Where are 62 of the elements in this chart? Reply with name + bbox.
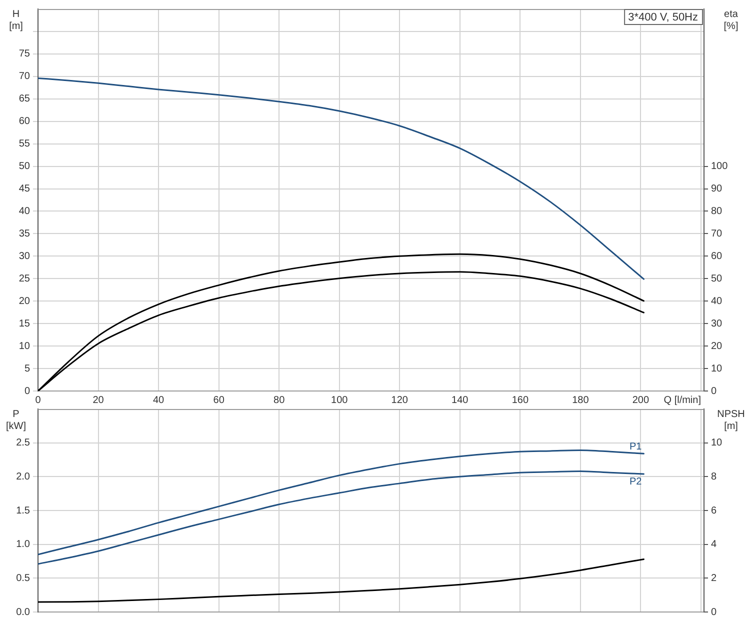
y-tick-label: 35 <box>18 228 30 240</box>
x-tick-label: 120 <box>391 394 408 406</box>
x-tick-label: 200 <box>632 394 650 406</box>
y-tick-label: 0 <box>24 386 30 397</box>
y2-tick-label: 0 <box>711 606 717 618</box>
y-tick-label: 1.0 <box>16 539 30 550</box>
x-tick-label: 60 <box>213 394 225 406</box>
y2-tick-label: 0 <box>711 386 717 397</box>
y-tick-label: 40 <box>18 206 30 217</box>
y-tick-label: 60 <box>18 116 30 128</box>
x-tick-label: 160 <box>512 394 529 406</box>
line-series <box>38 450 644 556</box>
line-series <box>38 558 644 603</box>
y-tick-label: 55 <box>18 138 30 150</box>
y2-tick-label: 10 <box>711 363 723 374</box>
y2-tick-label: 2 <box>711 572 717 584</box>
y-tick-label: 50 <box>18 161 30 172</box>
y-tick-label: 2.0 <box>16 471 30 482</box>
y2-tick-label: 80 <box>711 206 723 217</box>
y-axis-title: H [m] <box>9 8 24 32</box>
y2-tick-label: 4 <box>711 539 717 550</box>
y2-tick-label: 8 <box>711 471 717 482</box>
x-tick-label: 140 <box>452 394 469 406</box>
y-tick-label: 75 <box>18 48 30 60</box>
y2-tick-label: 50 <box>711 273 723 284</box>
y2-tick-label: 40 <box>711 296 723 307</box>
y-tick-label: 30 <box>18 250 30 262</box>
y-tick-label: 25 <box>18 273 30 284</box>
y-tick-label: 5 <box>24 363 30 374</box>
y2-tick-label: 20 <box>711 340 723 352</box>
y-tick-label: 0.5 <box>16 572 30 584</box>
series-label: P1 <box>629 441 642 452</box>
x-tick-label: 180 <box>572 394 590 406</box>
y-tick-label: 15 <box>18 318 30 330</box>
annotation: 3*400 V, 50Hz <box>628 12 698 24</box>
y-tick-label: 65 <box>18 94 30 105</box>
line-series <box>38 470 644 565</box>
y-tick-label: 10 <box>18 340 30 352</box>
x-tick-label: 0 <box>35 394 42 406</box>
y-tick-label: 20 <box>18 296 30 307</box>
y-axis-title: P [kW] <box>6 408 26 432</box>
y-tick-label: 2.5 <box>16 438 30 449</box>
y2-axis-title: eta [%] <box>724 8 738 32</box>
y2-tick-label: 10 <box>711 438 723 449</box>
series-label: P2 <box>629 476 642 488</box>
y2-tick-label: 100 <box>711 161 728 172</box>
y2-tick-label: 70 <box>711 228 723 240</box>
x-tick-label: 20 <box>92 394 104 406</box>
y-tick-label: 0.0 <box>16 606 30 618</box>
y2-tick-label: 60 <box>711 250 723 262</box>
y2-tick-label: 30 <box>711 318 723 330</box>
x-tick-label: 40 <box>152 394 165 406</box>
line-series <box>38 77 644 280</box>
y2-tick-label: 6 <box>711 505 717 516</box>
y-tick-label: 1.5 <box>16 505 30 516</box>
y-tick-label: 70 <box>18 71 30 82</box>
y-tick-label: 45 <box>18 184 30 195</box>
x-tick-label: 80 <box>274 394 286 406</box>
x-tick-label: 100 <box>331 394 348 406</box>
y2-tick-label: 90 <box>711 184 723 195</box>
x-axis-title: Q [l/min] <box>664 394 702 406</box>
y2-axis-title: NPSH [m] <box>717 408 745 432</box>
